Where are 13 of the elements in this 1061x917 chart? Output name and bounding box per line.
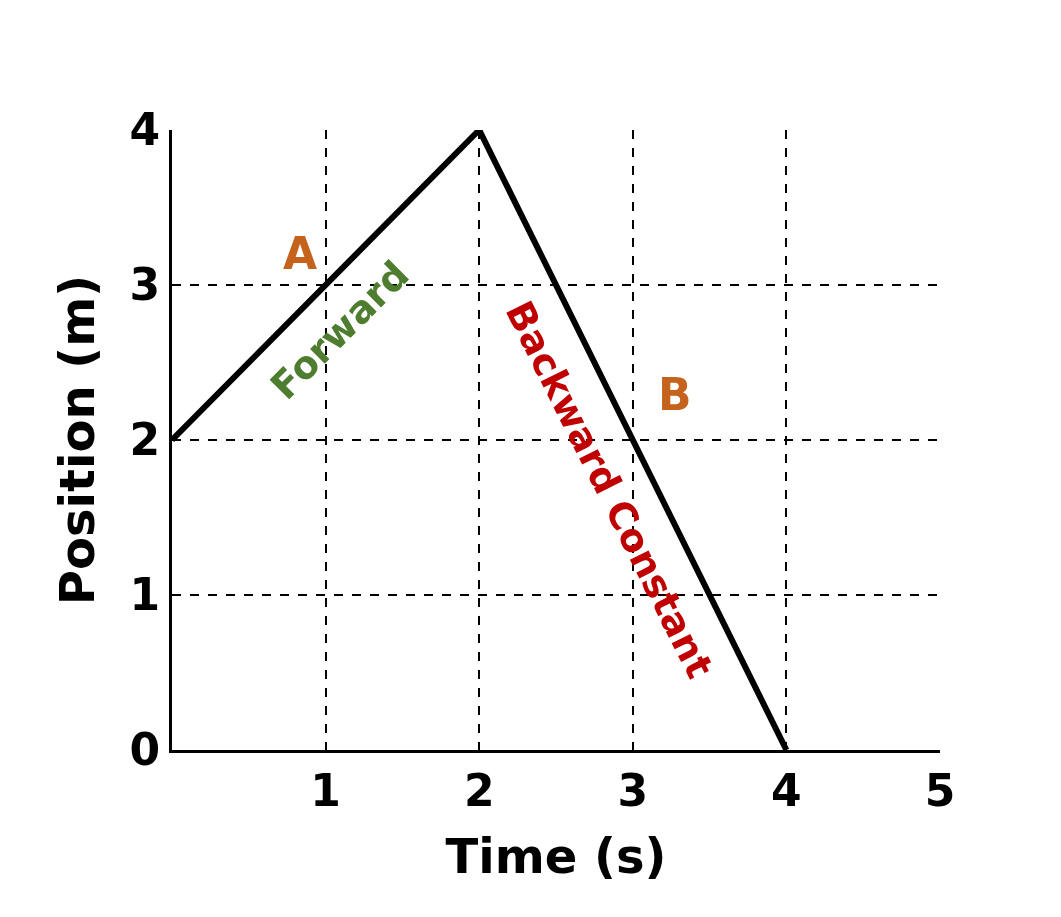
x-tick-label: 3 — [617, 764, 649, 816]
annotation: B — [658, 369, 692, 420]
x-tick-label: 4 — [771, 764, 802, 816]
y-axis-title: Position (m) — [49, 274, 106, 606]
y-tick-label: 4 — [129, 104, 161, 156]
x-axis-title: Time (s) — [445, 827, 667, 884]
y-tick-label: 2 — [129, 414, 161, 466]
x-tick-label: 1 — [310, 764, 341, 816]
x-tick-label: 2 — [463, 764, 495, 816]
x-tick-label: 5 — [924, 764, 956, 816]
y-tick-label: 0 — [129, 724, 161, 776]
y-tick-label: 1 — [129, 569, 161, 621]
y-tick-label: 3 — [129, 259, 161, 311]
